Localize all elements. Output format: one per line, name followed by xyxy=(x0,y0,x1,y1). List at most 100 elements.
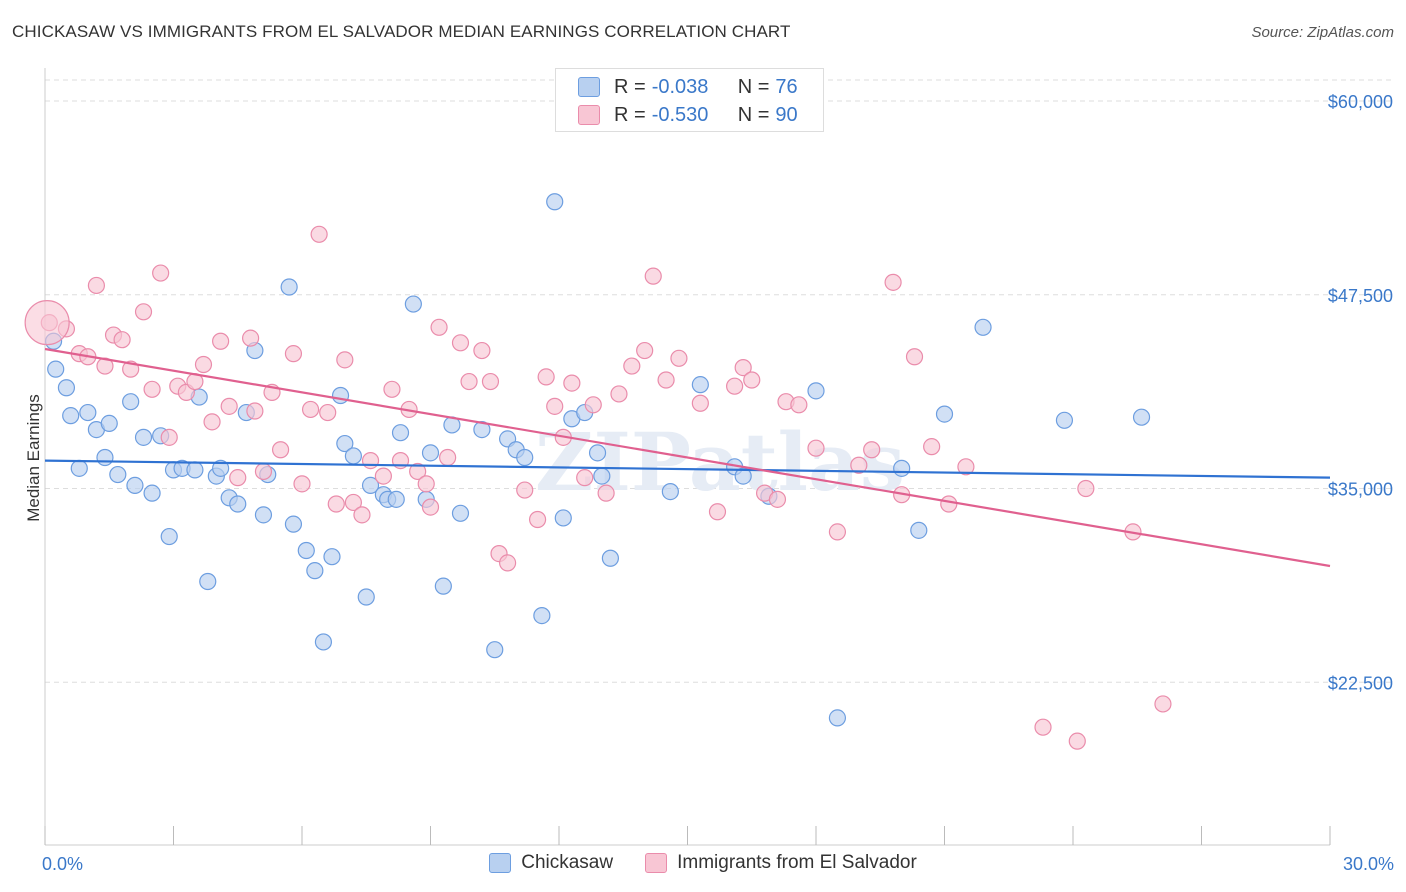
point-el-salvador xyxy=(24,300,70,346)
legend-swatch-pink xyxy=(578,105,600,125)
point-chickasaw xyxy=(404,295,422,313)
point-el-salvador xyxy=(850,456,868,474)
point-chickasaw xyxy=(100,414,118,432)
point-chickasaw xyxy=(199,572,217,591)
legend-row-el-salvador: R = -0.530 N = 90 xyxy=(578,101,798,129)
point-el-salvador xyxy=(734,359,752,377)
point-el-salvador xyxy=(409,462,427,481)
point-chickasaw xyxy=(331,386,350,405)
legend-label-chickasaw: Chickasaw xyxy=(521,852,614,873)
legend-row-chickasaw: R = -0.038 N = 76 xyxy=(578,73,798,101)
legend-item-chickasaw: Chickasaw xyxy=(489,852,613,874)
legend-swatch-blue xyxy=(578,77,600,97)
point-el-salvador xyxy=(1034,718,1052,736)
point-chickasaw xyxy=(421,444,440,462)
y-tick-label: $35,000 xyxy=(1328,480,1393,500)
point-chickasaw xyxy=(160,527,178,546)
point-el-salvador xyxy=(87,276,106,295)
legend-r-value: -0.038 xyxy=(651,75,709,98)
point-chickasaw xyxy=(314,633,333,651)
point-chickasaw xyxy=(734,467,752,485)
point-chickasaw xyxy=(306,562,324,580)
point-chickasaw xyxy=(212,459,230,477)
trendline-chickasaw xyxy=(44,459,1331,479)
point-el-salvador xyxy=(563,374,581,392)
point-el-salvador xyxy=(113,331,131,349)
y-tick-label: $22,500 xyxy=(1328,673,1393,693)
point-chickasaw xyxy=(910,521,928,539)
point-el-salvador xyxy=(361,452,380,470)
legend-r-value: -0.530 xyxy=(651,103,709,126)
point-el-salvador xyxy=(336,351,354,369)
point-chickasaw xyxy=(451,504,470,522)
point-el-salvador xyxy=(1154,695,1172,713)
point-chickasaw xyxy=(336,434,354,453)
point-chickasaw xyxy=(387,490,405,508)
legend-item-el-salvador: Immigrants from El Salvador xyxy=(645,852,917,874)
point-chickasaw xyxy=(70,459,88,477)
point-chickasaw xyxy=(473,421,491,439)
point-chickasaw xyxy=(229,495,247,513)
point-el-salvador xyxy=(421,498,440,516)
point-el-salvador xyxy=(940,495,958,513)
point-el-salvador xyxy=(319,403,337,422)
legend-r-label: R = xyxy=(614,103,646,126)
point-chickasaw xyxy=(96,448,114,467)
point-el-salvador xyxy=(743,371,761,389)
point-chickasaw xyxy=(533,606,551,625)
point-el-salvador xyxy=(481,372,500,391)
point-el-salvador xyxy=(460,372,478,391)
point-el-salvador xyxy=(203,413,221,431)
point-el-salvador xyxy=(310,225,328,243)
point-el-salvador xyxy=(430,318,448,336)
point-chickasaw xyxy=(391,424,410,442)
point-chickasaw xyxy=(134,428,153,446)
point-chickasaw xyxy=(661,483,679,501)
legend-n-value: 76 xyxy=(775,75,798,98)
chart-title: CHICKASAW VS IMMIGRANTS FROM EL SALVADOR… xyxy=(12,22,791,41)
y-tick-label: $47,500 xyxy=(1328,286,1393,306)
point-chickasaw xyxy=(1132,408,1151,426)
trendline-el-salvador xyxy=(44,347,1331,568)
point-chickasaw xyxy=(57,379,76,397)
point-el-salvador xyxy=(528,510,547,529)
point-chickasaw xyxy=(486,641,504,659)
point-el-salvador xyxy=(499,554,517,572)
point-el-salvador xyxy=(828,523,847,541)
point-chickasaw xyxy=(434,577,452,595)
x-tick-label: 30.0% xyxy=(1343,854,1394,874)
legend-swatch-pink xyxy=(645,853,668,873)
point-el-salvador xyxy=(807,439,825,457)
series-legend: Chickasaw Immigrants from El Salvador xyxy=(0,852,1406,874)
point-el-salvador xyxy=(353,506,371,524)
point-chickasaw xyxy=(79,403,97,422)
correlation-legend: R = -0.038 N = 76 R = -0.530 N = 90 xyxy=(555,68,824,132)
legend-n-label: N = xyxy=(737,103,770,126)
y-axis-title: Median Earnings xyxy=(24,394,43,522)
point-el-salvador xyxy=(708,503,727,521)
point-el-salvador xyxy=(623,357,641,375)
point-el-salvador xyxy=(383,380,401,398)
legend-n-value: 90 xyxy=(775,103,798,126)
point-el-salvador xyxy=(1077,479,1095,498)
point-el-salvador xyxy=(229,469,247,487)
point-chickasaw xyxy=(828,709,847,727)
point-el-salvador xyxy=(537,368,555,386)
point-el-salvador xyxy=(597,484,615,502)
legend-r-label: R = xyxy=(614,75,646,98)
point-el-salvador xyxy=(242,329,260,347)
legend-swatch-blue xyxy=(489,853,512,873)
point-el-salvador xyxy=(220,397,238,415)
point-chickasaw xyxy=(516,448,534,467)
point-el-salvador xyxy=(905,348,924,366)
point-chickasaw xyxy=(1055,411,1074,429)
point-el-salvador xyxy=(691,394,709,412)
point-el-salvador xyxy=(284,345,303,363)
legend-label-el-salvador: Immigrants from El Salvador xyxy=(677,852,917,873)
point-el-salvador xyxy=(790,396,808,414)
point-el-salvador xyxy=(254,462,273,481)
point-el-salvador xyxy=(246,402,264,420)
point-el-salvador xyxy=(644,267,662,285)
point-el-salvador xyxy=(439,448,457,467)
